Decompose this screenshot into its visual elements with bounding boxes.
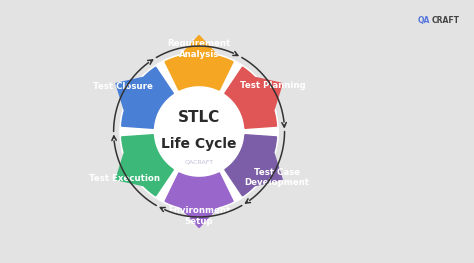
Text: Life Cycle: Life Cycle — [161, 137, 237, 151]
Text: Test Execution: Test Execution — [89, 174, 160, 183]
Circle shape — [120, 52, 278, 211]
Polygon shape — [165, 173, 233, 227]
Text: Test Closure: Test Closure — [93, 82, 153, 91]
Polygon shape — [116, 67, 173, 128]
Text: Test Case
Development: Test Case Development — [244, 168, 309, 188]
Polygon shape — [225, 135, 282, 196]
Polygon shape — [116, 135, 173, 196]
Text: Test Planning: Test Planning — [240, 81, 306, 90]
Polygon shape — [165, 36, 233, 90]
Text: QA: QA — [418, 16, 430, 25]
Text: Requirement
Analysis: Requirement Analysis — [167, 39, 231, 59]
Text: CRAFT: CRAFT — [431, 16, 459, 25]
Text: Environment
Setup: Environment Setup — [168, 206, 230, 226]
Circle shape — [155, 88, 243, 175]
Text: STLC: STLC — [178, 109, 220, 125]
Polygon shape — [225, 67, 282, 128]
Text: QACRAFT: QACRAFT — [184, 159, 214, 164]
